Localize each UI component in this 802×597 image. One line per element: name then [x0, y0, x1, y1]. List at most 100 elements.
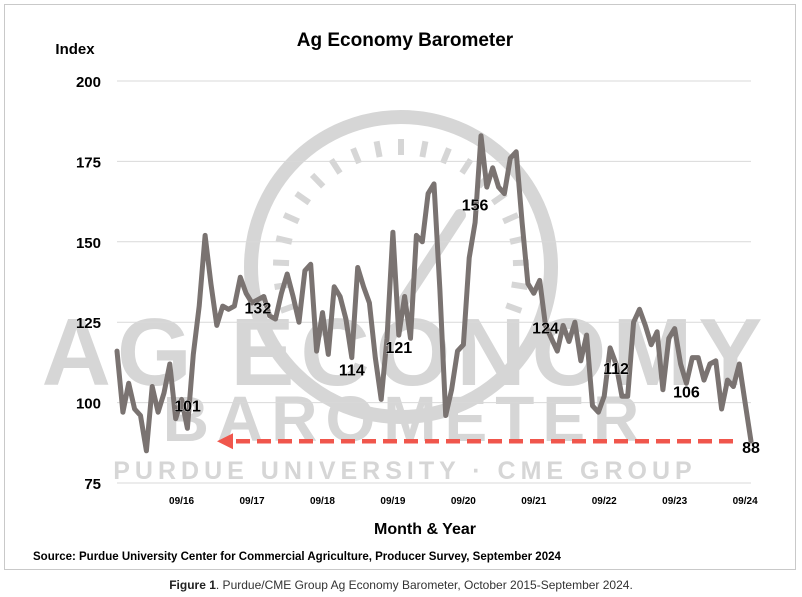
data-point: [227, 307, 231, 311]
data-point: [620, 394, 624, 398]
data-point: [350, 356, 354, 360]
data-point: [403, 295, 407, 299]
data-point: [127, 381, 131, 385]
data-point: [139, 414, 143, 418]
data-point: [573, 320, 577, 324]
x-tick-label: 09/20: [451, 496, 476, 507]
data-point: [714, 359, 718, 363]
data-label: 132: [245, 301, 272, 318]
data-point: [150, 385, 154, 389]
data-point: [643, 323, 647, 327]
x-axis-label: Month & Year: [374, 521, 476, 538]
data-point: [144, 449, 148, 453]
data-point: [473, 221, 477, 225]
data-point: [362, 285, 366, 289]
watermark-tick: [502, 212, 520, 225]
data-point: [344, 317, 348, 321]
watermark-dial: [244, 110, 558, 424]
data-point: [221, 304, 225, 308]
data-point: [420, 240, 424, 244]
data-point: [661, 388, 665, 392]
data-point: [391, 230, 395, 234]
data-point: [168, 362, 172, 366]
watermark-text: BAROMETER: [163, 383, 647, 455]
data-point: [743, 401, 747, 405]
data-point: [561, 323, 565, 327]
data-label: 156: [462, 198, 489, 215]
x-tick-label: 09/19: [380, 496, 405, 507]
y-tick-label: 100: [76, 396, 101, 413]
y-tick-label: 175: [76, 154, 101, 171]
y-tick-label: 125: [76, 315, 101, 332]
data-label: 101: [174, 398, 201, 415]
y-axis-label: Index: [55, 41, 95, 58]
watermark-tick: [419, 140, 429, 158]
data-label: 112: [603, 361, 629, 378]
data-point: [156, 410, 160, 414]
gridlines: [117, 80, 751, 484]
reference-arrow: [217, 433, 733, 450]
x-tick-label: 09/17: [240, 496, 265, 507]
data-point: [291, 295, 295, 299]
data-point: [174, 417, 178, 421]
arrow-head: [217, 433, 233, 450]
data-point: [514, 150, 518, 154]
y-tick-label: 200: [76, 74, 101, 91]
data-point: [567, 340, 571, 344]
data-point: [456, 349, 460, 353]
data-point: [274, 317, 278, 321]
x-tick-label: 09/23: [662, 496, 687, 507]
data-point: [450, 388, 454, 392]
chart-container: AG ECONOMY BAROMETER PURDUE UNIVERSITY · C…: [4, 4, 796, 570]
data-point: [338, 295, 342, 299]
series-line: [114, 133, 754, 454]
data-point: [185, 426, 189, 430]
watermark-needle: [395, 209, 466, 311]
data-point: [414, 233, 418, 237]
data-point: [326, 352, 330, 356]
data-point: [555, 349, 559, 353]
data-point: [426, 192, 430, 196]
data-point: [209, 282, 213, 286]
watermark-tick: [373, 140, 383, 158]
data-point: [737, 362, 741, 366]
data-point: [215, 323, 219, 327]
data-point: [655, 330, 659, 334]
chart-title: Ag Economy Barometer: [297, 30, 514, 51]
data-point: [526, 282, 530, 286]
data-point: [367, 301, 371, 305]
data-point: [279, 291, 283, 295]
data-point: [532, 291, 536, 295]
data-point: [232, 304, 236, 308]
data-point: [508, 156, 512, 160]
x-tick-label: 09/16: [169, 496, 194, 507]
data-point: [520, 221, 524, 225]
data-point: [485, 185, 489, 189]
data-label: 124: [532, 320, 559, 337]
watermark-tick: [309, 172, 326, 189]
data-point: [115, 349, 119, 353]
data-point: [726, 378, 730, 382]
data-point: [303, 269, 307, 273]
data-point: [285, 272, 289, 276]
data-point: [332, 285, 336, 289]
data-point: [649, 343, 653, 347]
x-tick-label: 09/21: [521, 496, 546, 507]
data-point: [667, 336, 671, 340]
data-point: [356, 266, 360, 270]
x-tick-label: 09/22: [592, 496, 617, 507]
watermark-tick: [272, 259, 290, 267]
data-point: [502, 192, 506, 196]
data-point: [602, 394, 606, 398]
data-point: [702, 378, 706, 382]
data-point: [491, 166, 495, 170]
data-point: [731, 385, 735, 389]
x-tick-label: 09/18: [310, 496, 335, 507]
data-point: [444, 414, 448, 418]
data-point: [309, 262, 313, 266]
data-point: [690, 356, 694, 360]
y-tick-labels: 75 100 125 150 175 200: [76, 74, 101, 493]
data-point: [708, 362, 712, 366]
data-point: [479, 134, 483, 138]
